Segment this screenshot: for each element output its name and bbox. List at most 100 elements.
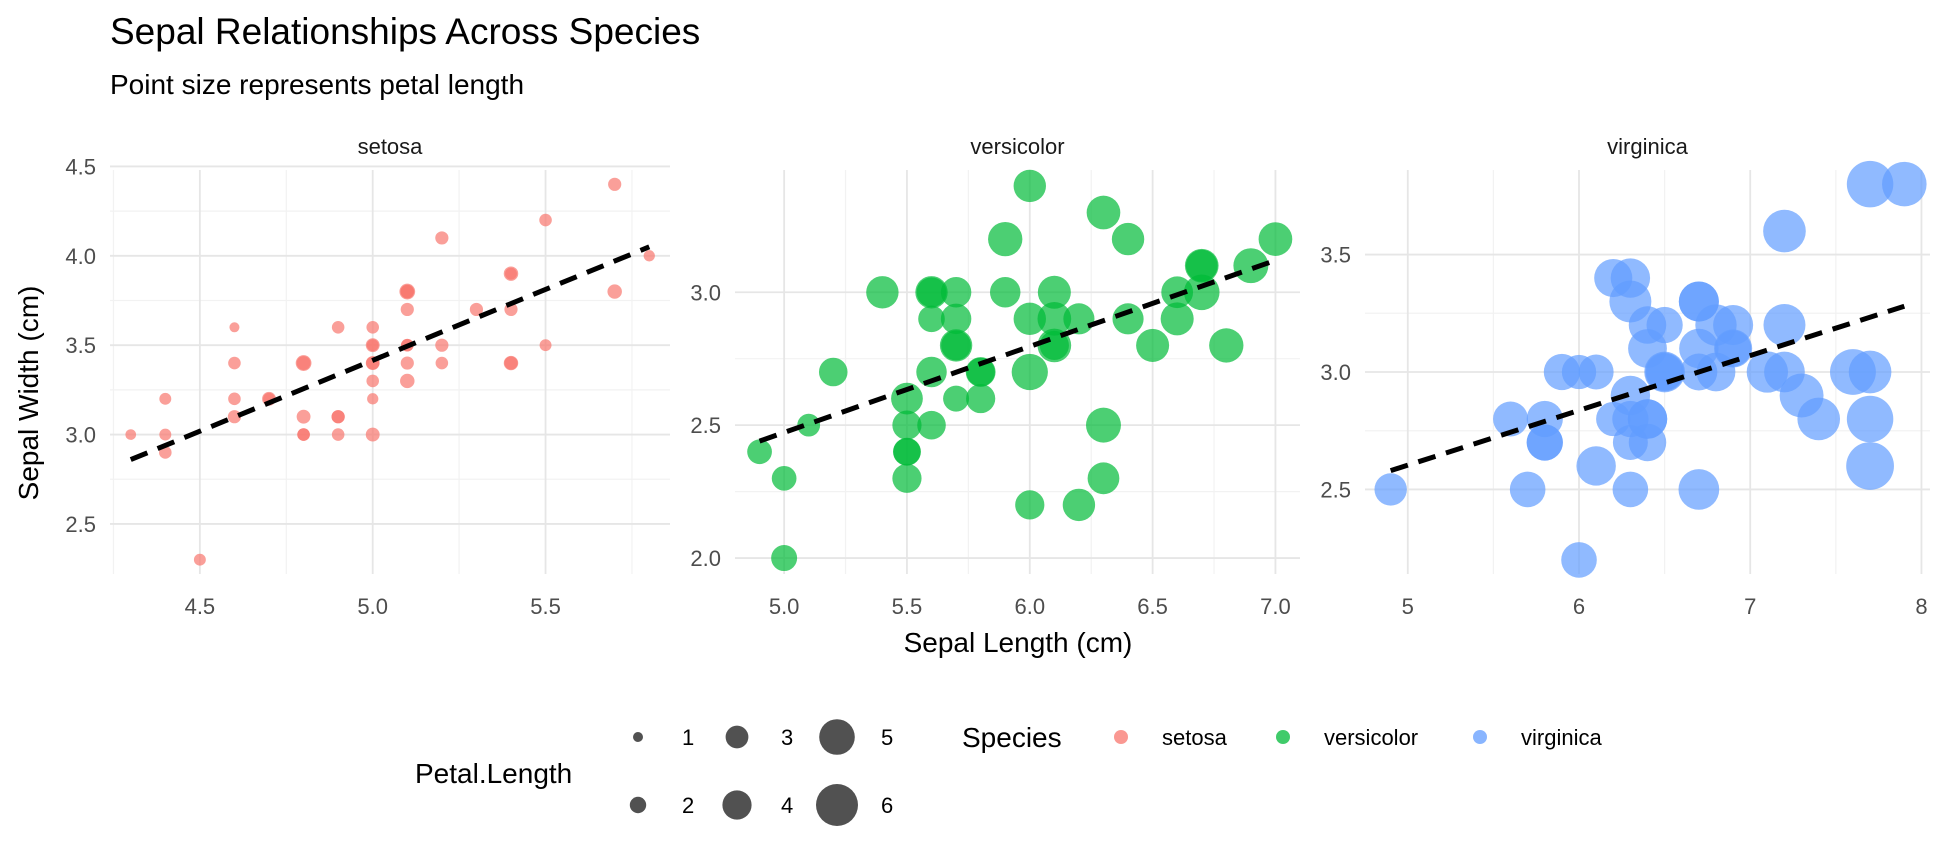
- panel-virginica: 5 6 7 8 2.5 3.0 3.5 virginica: [1320, 134, 1930, 619]
- facet-label-virginica: virginica: [1607, 134, 1688, 159]
- data-point: [940, 277, 972, 308]
- data-point: [1678, 469, 1720, 510]
- data-point: [367, 393, 379, 405]
- data-point: [365, 338, 380, 353]
- size-legend: Petal.Length 1 2 3 4 5 6: [415, 719, 893, 826]
- data-point: [1763, 304, 1806, 347]
- data-point: [1136, 328, 1170, 362]
- data-point: [1111, 222, 1145, 256]
- data-point: [469, 302, 484, 317]
- data-point: [966, 383, 996, 414]
- size-legend-label: 1: [682, 725, 694, 750]
- x-tick-label: 6: [1573, 594, 1585, 619]
- data-point: [1063, 303, 1095, 335]
- size-legend-label: 5: [881, 725, 893, 750]
- data-point: [539, 339, 552, 352]
- data-point: [1258, 222, 1293, 256]
- data-point: [229, 322, 240, 333]
- data-point: [228, 356, 241, 370]
- data-point: [1011, 353, 1048, 391]
- panel-versicolor: 5.0 5.5 6.0 6.5 7.0 2.0 2.5 3.0 versicolor: [690, 134, 1300, 619]
- data-point: [539, 213, 552, 227]
- data-point: [893, 438, 921, 466]
- y-tick-label: 3.0: [690, 280, 721, 305]
- x-axis-title: Sepal Length (cm): [904, 627, 1133, 658]
- chart-subtitle: Point size represents petal length: [110, 69, 524, 100]
- data-point: [941, 330, 972, 361]
- y-tick-label: 2.5: [1320, 477, 1351, 502]
- species-legend-label: versicolor: [1324, 725, 1418, 750]
- data-point: [435, 338, 449, 352]
- data-point: [1612, 471, 1649, 508]
- data-point: [1209, 328, 1244, 363]
- data-point: [608, 177, 622, 191]
- data-point: [331, 428, 345, 441]
- data-point: [607, 284, 622, 299]
- data-point: [866, 276, 899, 309]
- data-point: [1882, 161, 1927, 207]
- data-point: [400, 284, 415, 299]
- data-point: [1086, 195, 1121, 230]
- data-point: [892, 410, 922, 440]
- x-tick-label: 6.0: [1014, 594, 1045, 619]
- data-point: [940, 303, 972, 335]
- species-key: [1114, 730, 1128, 744]
- data-point: [159, 392, 172, 405]
- y-axis-title: Sepal Width (cm): [13, 286, 44, 501]
- facet-label-versicolor: versicolor: [970, 134, 1064, 159]
- data-point: [366, 374, 379, 388]
- trend-line: [129, 244, 651, 462]
- data-point: [918, 305, 945, 333]
- data-point: [1160, 302, 1194, 336]
- data-point: [435, 231, 449, 245]
- x-tick-label: 5.5: [530, 594, 561, 619]
- data-point: [1509, 471, 1546, 508]
- size-key: [629, 796, 647, 814]
- data-point: [818, 357, 848, 387]
- data-point: [1493, 401, 1529, 437]
- data-point: [365, 427, 380, 442]
- size-legend-label: 3: [781, 725, 793, 750]
- facet-label-setosa: setosa: [358, 134, 424, 159]
- data-point: [1087, 462, 1120, 495]
- data-point: [943, 385, 970, 412]
- data-point: [917, 410, 946, 440]
- species-legend-label: setosa: [1162, 725, 1228, 750]
- data-point: [1846, 395, 1894, 443]
- data-point: [1013, 302, 1046, 336]
- data-point: [1797, 397, 1841, 441]
- data-point: [989, 277, 1021, 308]
- data-point: [504, 356, 518, 370]
- data-point: [295, 355, 312, 371]
- data-point: [1037, 275, 1071, 309]
- data-point: [1112, 303, 1144, 335]
- data-point: [747, 439, 772, 465]
- data-point: [1846, 442, 1894, 490]
- x-tick-label: 5.5: [892, 594, 923, 619]
- size-key: [633, 732, 643, 742]
- y-tick-label: 2.0: [690, 546, 721, 571]
- data-point: [435, 356, 449, 370]
- data-point: [1526, 424, 1563, 461]
- panel-setosa: 4.5 5.0 5.5 2.5 3.0 3.5 4.0 4.5 setosa: [65, 134, 670, 619]
- trend-line: [1389, 303, 1906, 474]
- data-point: [505, 267, 517, 280]
- y-tick-label: 3.5: [1320, 243, 1351, 268]
- data-point: [228, 392, 241, 406]
- data-point: [1594, 258, 1633, 298]
- data-point: [1543, 353, 1581, 391]
- data-point: [1764, 351, 1805, 393]
- data-point: [771, 465, 797, 491]
- data-point: [1013, 169, 1046, 203]
- data-point: [400, 356, 414, 370]
- y-tick-label: 2.5: [65, 512, 96, 537]
- data-point: [916, 277, 947, 308]
- data-point: [193, 553, 206, 566]
- data-point: [297, 428, 310, 441]
- data-point: [296, 409, 311, 424]
- data-point: [400, 302, 414, 317]
- data-point: [1678, 281, 1719, 322]
- size-legend-label: 4: [781, 793, 793, 818]
- data-point: [988, 221, 1023, 257]
- data-point: [771, 545, 798, 572]
